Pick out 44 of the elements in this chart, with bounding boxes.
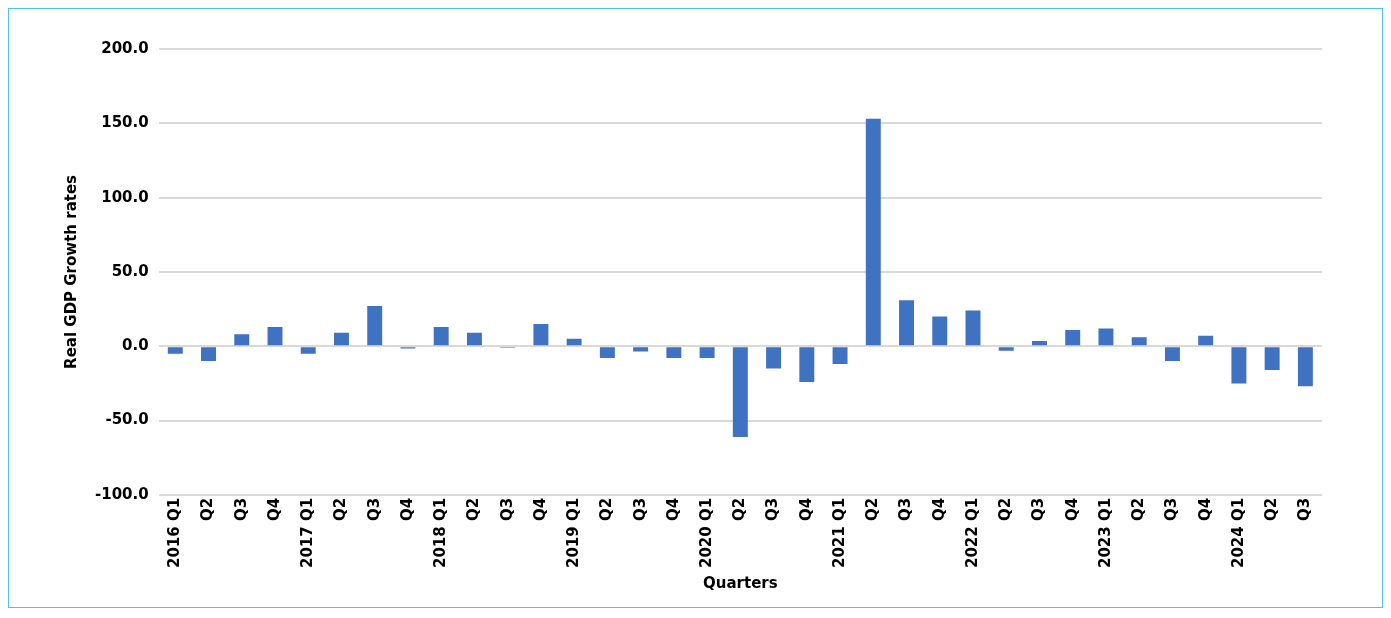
x-tick-label: Q2 <box>198 497 217 522</box>
x-tick-label: Q2 <box>730 497 749 522</box>
x-tick-label: Q3 <box>1162 497 1181 522</box>
y-tick-label: 150.0 <box>101 113 149 132</box>
y-tick-label: 0.0 <box>122 336 149 355</box>
x-tick-label: 2016 Q1 <box>165 497 184 569</box>
x-tick-label: Q3 <box>896 497 915 522</box>
x-tick-label: 2017 Q1 <box>298 497 317 569</box>
x-tick-label: Q3 <box>364 497 383 522</box>
x-tick-label: Q2 <box>597 497 616 522</box>
x-tick-label: 2019 Q1 <box>564 497 583 569</box>
x-tick-label: 2023 Q1 <box>1095 497 1114 569</box>
x-tick-label: Q4 <box>929 497 948 522</box>
x-tick-label: Q2 <box>863 497 882 522</box>
x-tick-label: Q4 <box>1195 497 1214 522</box>
y-tick-label: 200.0 <box>101 38 149 57</box>
x-tick-label: Q4 <box>663 497 682 522</box>
x-tick-label: Q2 <box>331 497 350 522</box>
x-tick-label: Q4 <box>397 497 416 522</box>
x-tick-label: 2020 Q1 <box>696 497 715 569</box>
y-tick-label: 100.0 <box>101 187 149 206</box>
x-tick-label: Q3 <box>763 497 782 522</box>
x-tick-label: Q3 <box>1029 497 1048 522</box>
x-tick-label: Q3 <box>1295 497 1314 522</box>
x-tick-label: Q4 <box>1062 497 1081 522</box>
x-tick-label: Q4 <box>530 497 549 522</box>
x-tick-label: Q2 <box>996 497 1015 522</box>
x-tick-label: Q3 <box>231 497 250 522</box>
x-tick-label: Q3 <box>630 497 649 522</box>
x-tick-label: 2021 Q1 <box>829 497 848 569</box>
x-tick-label: Q2 <box>464 497 483 522</box>
y-axis-title: Real GDP Growth rates <box>61 174 80 369</box>
x-tick-label: Q2 <box>1129 497 1148 522</box>
x-tick-label: 2024 Q1 <box>1228 497 1247 569</box>
y-tick-label: -100.0 <box>95 484 149 503</box>
x-tick-label: Q4 <box>264 497 283 522</box>
x-tick-label: Q2 <box>1262 497 1281 522</box>
y-tick-label: -50.0 <box>105 410 149 429</box>
x-tick-label: Q3 <box>497 497 516 522</box>
x-axis-title: Quarters <box>703 573 778 592</box>
x-tick-label: Q4 <box>796 497 815 522</box>
x-tick-label: 2022 Q1 <box>962 497 981 569</box>
y-tick-label: 50.0 <box>111 261 149 280</box>
x-tick-label: 2018 Q1 <box>431 497 450 569</box>
